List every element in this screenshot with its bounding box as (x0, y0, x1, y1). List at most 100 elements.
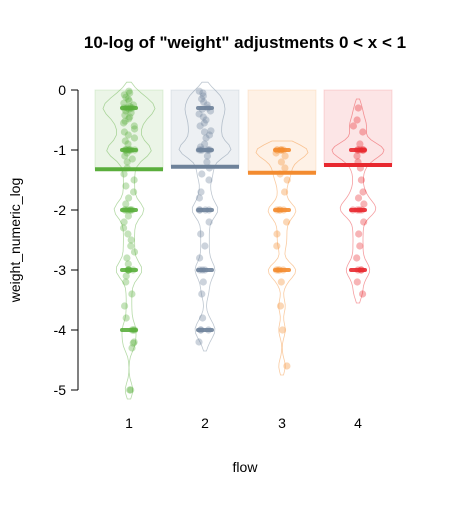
y-tick-label: -4 (54, 322, 67, 338)
data-point (122, 278, 130, 286)
data-point (353, 254, 361, 262)
data-point (200, 119, 208, 127)
data-point (131, 125, 139, 133)
data-point (283, 362, 291, 370)
data-point (207, 127, 215, 135)
data-point (276, 302, 285, 310)
data-point (195, 338, 203, 346)
data-point (201, 140, 209, 148)
data-point (127, 242, 135, 250)
data-point (126, 113, 134, 121)
data-point (283, 176, 291, 184)
data-point (199, 113, 207, 121)
x-tick-label: 1 (125, 415, 133, 431)
data-point (349, 122, 357, 130)
data-point (126, 89, 134, 97)
data-point (195, 87, 203, 95)
data-point (128, 290, 136, 298)
data-point (130, 248, 139, 256)
data-point (122, 272, 130, 280)
data-point (199, 92, 207, 100)
data-point (121, 302, 129, 310)
data-point (125, 97, 133, 105)
data-point (277, 278, 285, 286)
data-point (360, 200, 368, 208)
data-point (200, 98, 208, 106)
y-tick-label: -5 (54, 382, 67, 398)
data-point (199, 89, 207, 97)
data-point (198, 290, 206, 298)
data-point (356, 140, 364, 148)
data-point (120, 128, 128, 136)
data-point (200, 128, 209, 136)
x-tick-label: 2 (201, 415, 209, 431)
data-point (125, 194, 133, 202)
data-point (205, 131, 214, 139)
data-point (357, 176, 365, 184)
x-axis-label: flow (233, 459, 259, 475)
data-point (120, 91, 128, 99)
data-point (121, 152, 129, 160)
bean-outline (255, 140, 309, 376)
data-point (130, 176, 138, 184)
data-point (125, 87, 133, 95)
data-point (128, 155, 136, 163)
data-point (354, 104, 362, 112)
data-point (121, 117, 129, 125)
flow-group-3 (247, 89, 317, 376)
data-point (197, 230, 205, 238)
data-point (202, 116, 210, 124)
data-point (281, 188, 289, 196)
data-point (124, 230, 132, 238)
data-point (122, 182, 130, 190)
flow-group-2 (170, 81, 240, 352)
data-point (356, 242, 364, 250)
flow-group-1 (94, 81, 164, 400)
x-tick-label: 4 (354, 415, 362, 431)
data-point (203, 152, 211, 160)
data-point (120, 99, 128, 107)
data-point (273, 242, 281, 250)
data-point (198, 170, 206, 178)
data-point (353, 116, 361, 124)
plot-area (94, 81, 393, 400)
data-point (129, 339, 137, 347)
bar (247, 89, 317, 174)
data-point (120, 119, 128, 127)
x-tick-label: 3 (278, 415, 286, 431)
data-point (122, 314, 130, 322)
data-point (195, 194, 203, 202)
data-point (283, 218, 291, 226)
data-point (202, 134, 210, 142)
data-point (125, 115, 133, 123)
data-point (120, 218, 128, 226)
data-point (359, 128, 367, 136)
data-point (278, 326, 287, 334)
data-point (124, 260, 132, 268)
data-point (359, 290, 367, 298)
data-point (205, 176, 213, 184)
data-point (126, 386, 134, 394)
data-point (354, 194, 363, 202)
data-point (281, 164, 289, 172)
y-tick-label: -3 (54, 262, 67, 278)
bean-outline (102, 81, 156, 400)
data-point (127, 236, 135, 244)
data-point (120, 170, 128, 178)
data-point (277, 158, 285, 166)
data-point (360, 218, 368, 226)
data-point (199, 314, 207, 322)
data-point (353, 152, 361, 160)
y-axis-label: weight_numeric_log (7, 178, 23, 304)
bar (323, 89, 393, 166)
y-tick-label: -1 (54, 142, 67, 158)
bar (170, 89, 240, 168)
data-point (121, 111, 129, 119)
data-point (205, 218, 213, 226)
data-point (203, 158, 211, 166)
data-point (195, 110, 203, 118)
data-point (197, 188, 205, 196)
y-tick-label: 0 (58, 82, 66, 98)
